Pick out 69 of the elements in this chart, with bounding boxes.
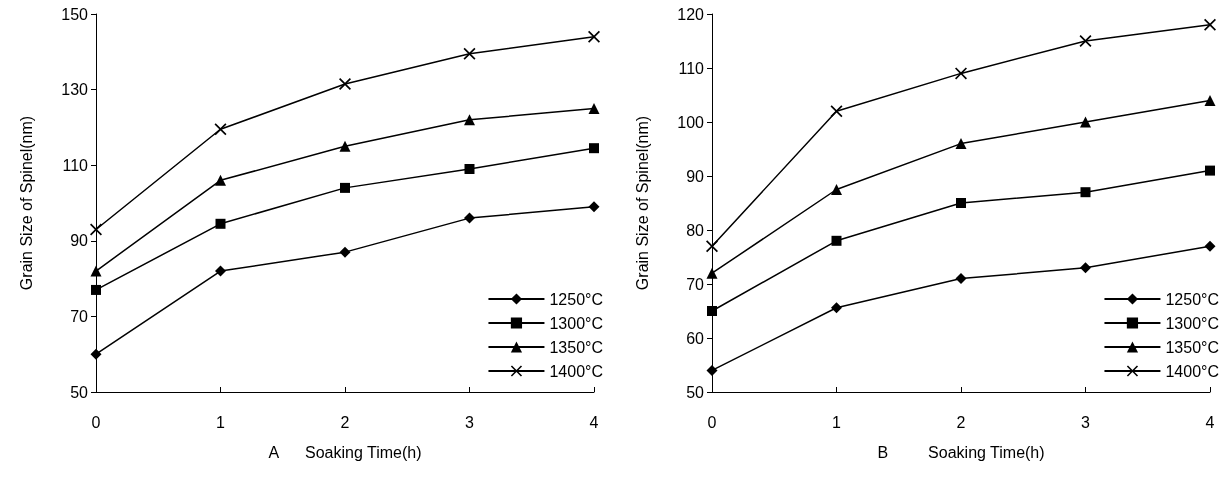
point xyxy=(831,302,842,314)
point xyxy=(706,267,718,279)
y-axis-title: Grain Size of Spinel(nm) xyxy=(633,115,651,291)
point xyxy=(1080,262,1091,274)
y-tick-label: 50 xyxy=(686,383,705,401)
point xyxy=(464,212,475,224)
y-tick-label: 110 xyxy=(678,59,705,77)
point xyxy=(589,143,599,154)
x-tick-label: 4 xyxy=(1205,413,1215,431)
x-axis-title: A Soaking Time(h) xyxy=(268,443,422,461)
point xyxy=(215,218,226,229)
point xyxy=(1080,116,1091,128)
y-tick-label: 100 xyxy=(677,113,705,131)
y-tick-label: 70 xyxy=(686,275,705,293)
point xyxy=(90,348,102,360)
point xyxy=(464,163,475,174)
point xyxy=(339,246,351,258)
legend-label: 1300°C xyxy=(549,314,603,332)
point xyxy=(463,47,476,60)
legend-label: 1250°C xyxy=(549,290,603,308)
point xyxy=(588,201,600,213)
point xyxy=(955,273,967,285)
point xyxy=(1205,165,1215,176)
point xyxy=(340,182,350,193)
y-tick-label: 90 xyxy=(686,167,705,185)
point xyxy=(339,77,351,90)
point xyxy=(215,174,226,186)
x-tick-label: 1 xyxy=(832,413,842,431)
legend-label: 1350°C xyxy=(549,338,603,356)
legend-label: 1300°C xyxy=(1165,314,1219,332)
y-tick-label: 150 xyxy=(61,5,89,23)
y-tick-label: 80 xyxy=(686,221,705,239)
x-tick-label: 4 xyxy=(589,413,599,431)
point xyxy=(1204,94,1216,106)
point xyxy=(339,140,351,152)
legend-label: 1400°C xyxy=(1165,362,1219,380)
y-tick-label: 90 xyxy=(70,232,89,250)
point xyxy=(707,306,717,316)
point xyxy=(706,240,718,253)
y-tick-label: 120 xyxy=(677,5,705,23)
y-tick-label: 60 xyxy=(686,329,705,347)
y-tick-label: 70 xyxy=(70,307,89,325)
point xyxy=(955,138,967,150)
x-tick-label: 3 xyxy=(1081,413,1091,431)
x-tick-label: 1 xyxy=(216,413,226,431)
point xyxy=(1204,240,1216,252)
x-tick-label: 3 xyxy=(465,413,475,431)
y-tick-label: 110 xyxy=(62,156,89,174)
point xyxy=(831,184,842,195)
x-axis-title: B Soaking Time(h) xyxy=(877,443,1045,461)
point xyxy=(831,235,842,246)
point xyxy=(1080,187,1091,198)
y-tick-label: 130 xyxy=(61,81,89,99)
point xyxy=(215,265,226,277)
point xyxy=(706,364,718,376)
point xyxy=(91,284,101,295)
x-tick-label: 2 xyxy=(340,413,350,431)
legend-label: 1350°C xyxy=(1165,338,1219,356)
y-axis-title: Grain Size of Spinel(nm) xyxy=(17,115,35,291)
x-tick-label: 2 xyxy=(956,413,966,431)
point xyxy=(588,103,600,114)
point xyxy=(90,265,102,277)
x-tick-label: 0 xyxy=(707,413,717,431)
y-tick-label: 50 xyxy=(70,383,89,401)
legend-label: 1400°C xyxy=(549,362,603,380)
x-tick-label: 0 xyxy=(91,413,101,431)
point xyxy=(956,198,966,208)
point xyxy=(464,114,475,126)
legend-label: 1250°C xyxy=(1165,290,1219,308)
